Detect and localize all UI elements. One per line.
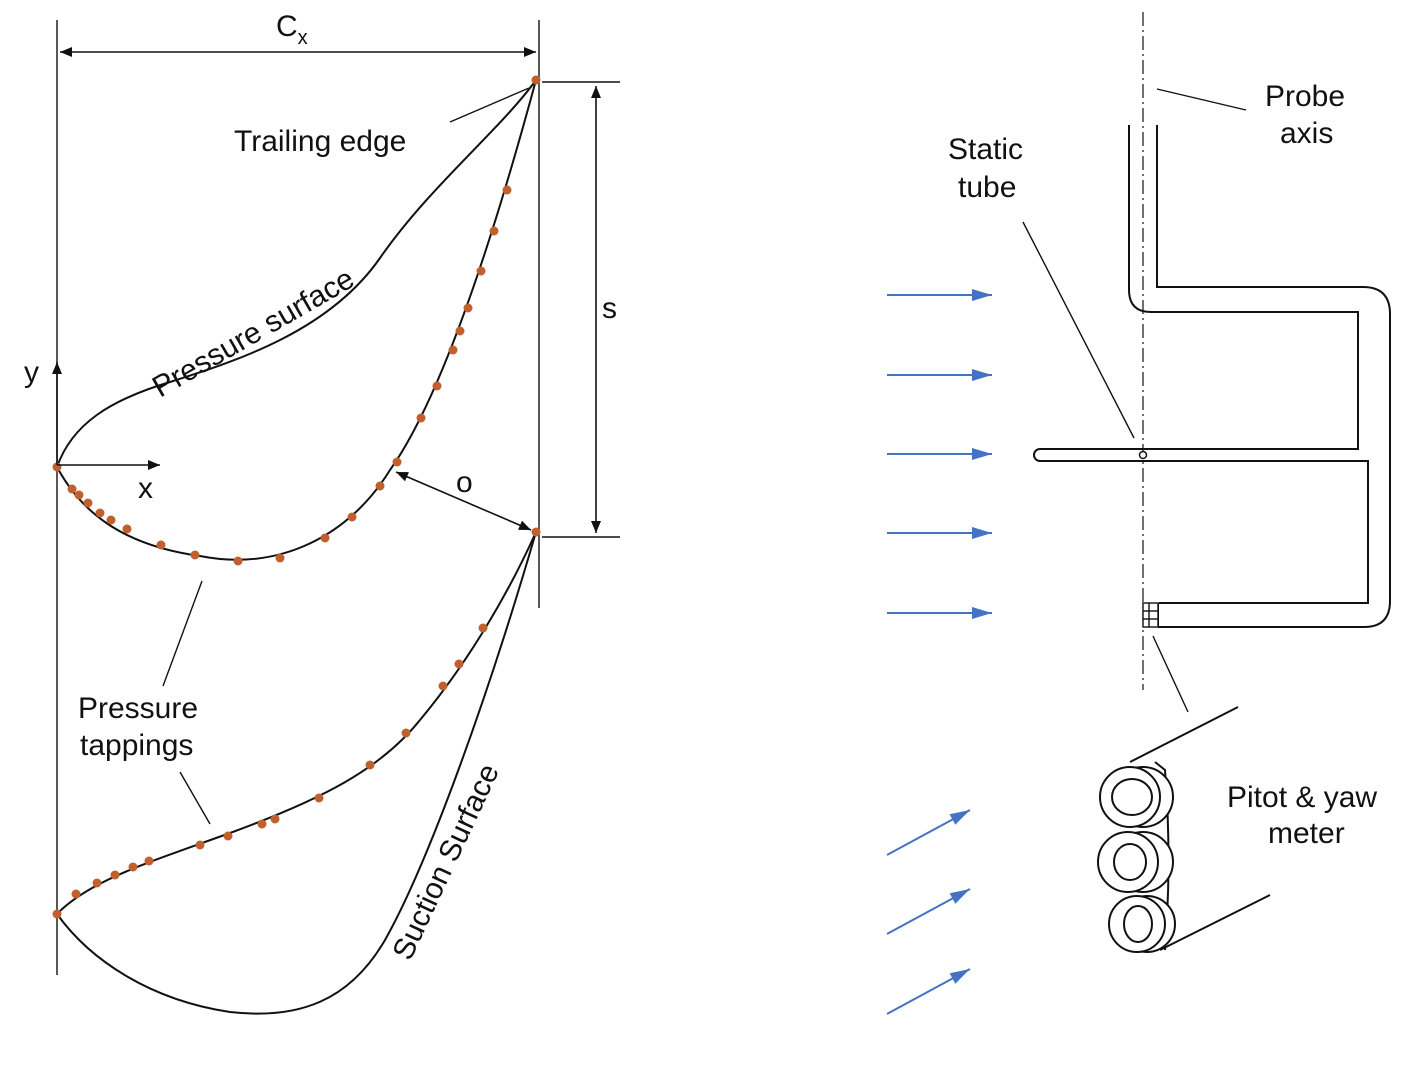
pitch-label: s [602,292,617,325]
trailing-edge-leader [449,87,530,123]
probe-axis-label-line2: axis [1280,117,1333,150]
pressure-tapping [275,553,285,563]
pitot-tip-housing [1142,602,1159,628]
pressure-tapping [502,185,512,195]
pressure-tapping [314,793,324,803]
pressure-tapping [106,515,116,525]
pressure-tapping [438,681,448,691]
pressure-tapping [67,484,77,494]
pressure-tapping [320,533,330,543]
pressure-tapping [489,226,499,236]
pressure-surface-label: Pressure surface [147,262,360,404]
pitot-leader [1152,635,1189,713]
pressure-tapping [375,481,385,491]
throat-dimension [395,471,532,531]
pressure-tapping [74,490,84,500]
pressure-tapping [432,381,442,391]
flow-arrow-icon [886,888,971,935]
pressure-tapping [128,862,138,872]
pressure-tapping [476,266,486,276]
static-tube-label-line2: tube [958,171,1016,204]
pitot-yaw-meter-detail [1097,706,1271,953]
lower-tube-bore [1123,905,1153,943]
suction-surface-label: Suction Surface [386,759,505,965]
pitot-tube-bore [1111,778,1153,816]
pressure-tapping [92,878,102,888]
flow-arrows-yawed [886,809,971,1015]
pressure-tapping [110,870,120,880]
pressure-tapping [223,831,233,841]
probe-body-outer [1156,125,1391,628]
pressure-tapping [195,840,205,850]
probe-axis-label-line1: Probe [1265,80,1345,113]
tube-bundle-top-edge [1129,706,1239,763]
pressure-tapping [83,498,93,508]
tube-bundle-bottom-edge [1159,894,1271,951]
flow-arrow-icon [886,968,971,1015]
pressure-tapping [448,345,458,355]
pressure-tapping [95,508,105,518]
pressure-tapping [233,556,243,566]
pressure-tappings-leader-lower [179,771,211,825]
x-axis-label: x [138,472,153,505]
pressure-tapping [52,909,62,919]
pressure-tapping [156,540,166,550]
lower-blade-pressure-tappings [52,527,541,919]
pressure-tapping [416,413,426,423]
pressure-tappings-leader-upper [162,580,203,687]
upper-blade-pressure-tappings [52,75,541,566]
probe-axis-leader [1156,88,1247,111]
upper-blade-pressure-surface [56,79,537,468]
pressure-tapping [454,659,464,669]
pitot-yaw-label-line2: meter [1268,817,1345,850]
pressure-tapping [122,524,132,534]
pitot-yaw-label-line1: Pitot & yaw [1227,781,1377,814]
blade-cascade-diagram: Cx s [24,10,620,1015]
trailing-edge-label: Trailing edge [234,125,406,158]
pressure-tapping [365,760,375,770]
throat-label: o [456,466,473,499]
pressure-tapping [257,819,267,829]
pressure-tapping [478,623,488,633]
lower-blade-suction-surface [56,531,537,1015]
pressure-tapping [531,75,541,85]
pressure-tappings-label-line2: tappings [80,729,193,762]
pressure-tapping [71,889,81,899]
pressure-tapping [190,550,200,560]
static-hole-icon [1138,450,1148,460]
probe-diagram: Probe axis Static tube [886,12,1391,1015]
flow-arrow-icon [886,809,971,856]
pressure-tapping [270,814,280,824]
pressure-tapping [392,457,402,467]
pressure-tappings-label-line1: Pressure [78,692,198,725]
y-axis-label: y [24,356,39,389]
flow-arrows-axial [887,289,992,619]
probe-body-inner [1033,125,1369,604]
pressure-tapping [347,512,357,522]
pressure-tapping [455,326,465,336]
pressure-tapping [144,856,154,866]
static-tube-label-line1: Static [948,133,1023,166]
pressure-tapping [401,728,411,738]
pressure-tapping [531,527,541,537]
axial-chord-label: Cx [276,10,308,49]
static-tube-leader [1022,221,1135,439]
yaw-tube-bore [1113,843,1147,881]
pressure-tapping [463,303,473,313]
